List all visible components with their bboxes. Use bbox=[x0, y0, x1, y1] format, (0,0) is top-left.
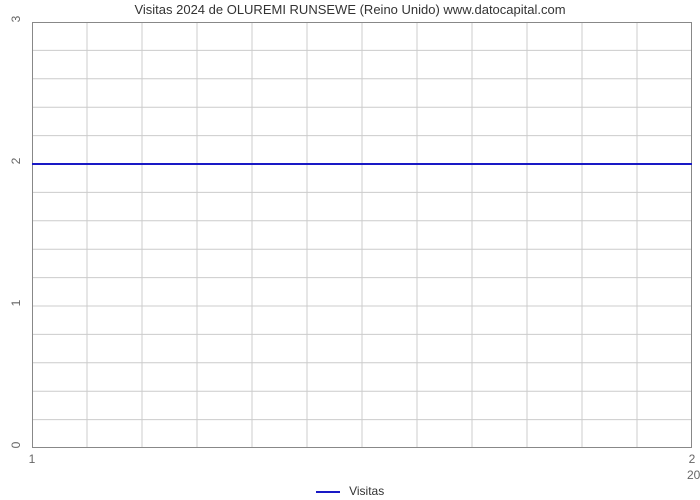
chart-legend: Visitas bbox=[0, 484, 700, 498]
legend-label: Visitas bbox=[349, 484, 384, 498]
x-tick-label: 1 bbox=[17, 452, 47, 466]
y-tick-label: 2 bbox=[9, 151, 23, 171]
x-tick-label-overflow: 202 bbox=[677, 468, 700, 482]
x-tick-label: 2 bbox=[677, 452, 700, 466]
y-tick-label: 1 bbox=[9, 293, 23, 313]
chart-title: Visitas 2024 de OLUREMI RUNSEWE (Reino U… bbox=[0, 2, 700, 17]
y-tick-label: 3 bbox=[9, 9, 23, 29]
legend-line-icon bbox=[316, 491, 340, 493]
chart-plot bbox=[32, 22, 692, 448]
chart-container: Visitas 2024 de OLUREMI RUNSEWE (Reino U… bbox=[0, 0, 700, 500]
